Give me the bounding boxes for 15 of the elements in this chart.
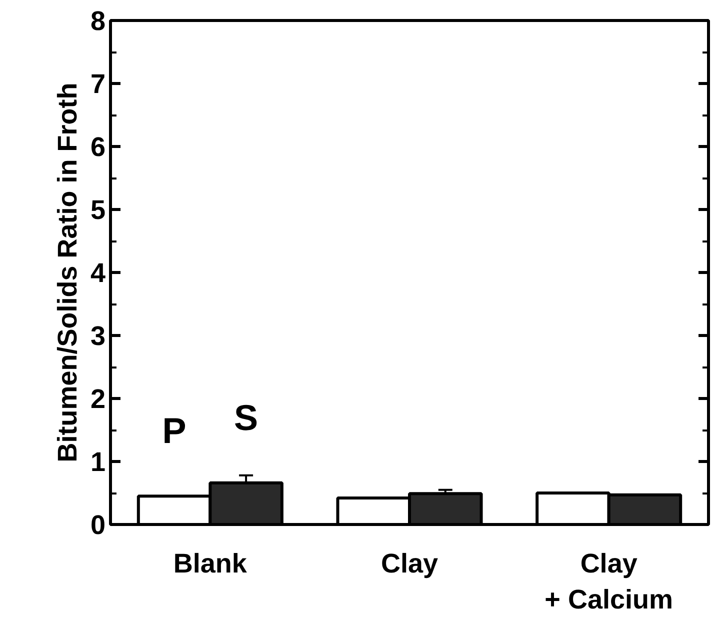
y-tick-label: 5 [90, 195, 106, 225]
y-tick-label: 1 [90, 447, 106, 477]
x-tick-label: Clay + Calcium [544, 548, 673, 614]
y-tick-label: 0 [90, 510, 106, 540]
x-tick-label: Clay [380, 548, 438, 578]
x-tick-label: Blank [173, 548, 248, 578]
y-axis-title: Bitumen/Solids Ratio in Froth [52, 82, 82, 462]
series-label: S [234, 396, 258, 438]
series-label: P [162, 410, 186, 452]
y-tick-label: 3 [90, 321, 106, 351]
y-tick-label: 6 [90, 132, 106, 162]
y-tick-label: 8 [90, 6, 106, 36]
y-tick-label: 2 [90, 384, 106, 414]
y-tick-label: 4 [90, 258, 106, 288]
y-tick-label: 7 [90, 69, 106, 99]
